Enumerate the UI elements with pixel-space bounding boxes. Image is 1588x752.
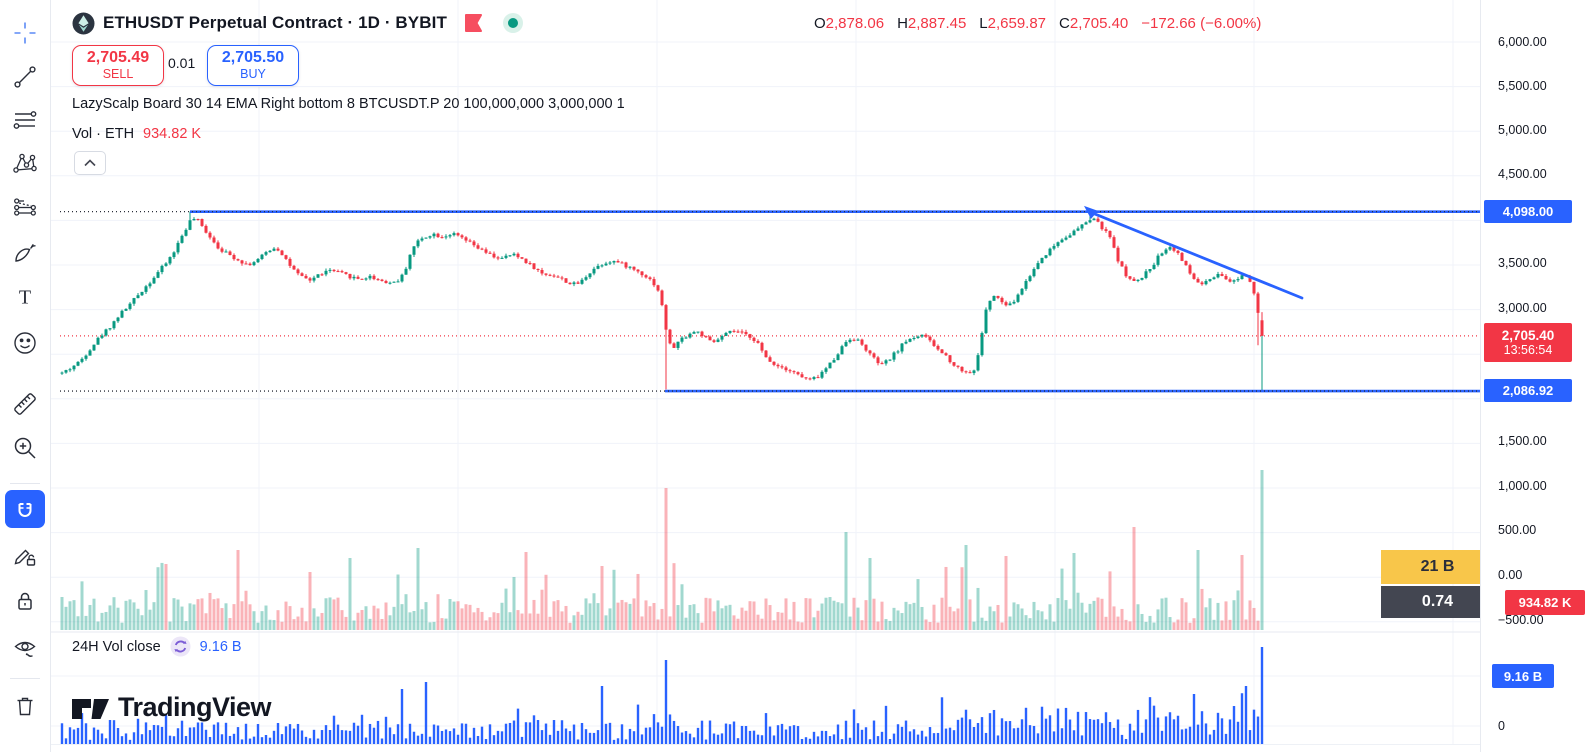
edit-unlock-icon <box>14 549 36 566</box>
tool-position-tool-button[interactable] <box>5 188 45 226</box>
eth-logo-icon <box>72 12 95 34</box>
volume-label: Vol · ETH <box>72 126 135 142</box>
tool-emoji-button[interactable] <box>5 324 45 362</box>
price-axis-label: −500.00 <box>1498 613 1544 627</box>
zoom-in-icon <box>14 437 36 459</box>
ohlc-values: O2,878.06 H2,887.45 L2,659.87 C2,705.40 … <box>814 15 1262 32</box>
toolbar-divider <box>10 678 40 679</box>
crosshair-icon <box>14 22 36 44</box>
open-value: 2,878.06 <box>825 15 885 32</box>
price-axis-label: 0.00 <box>1498 568 1523 582</box>
magnet-icon <box>18 503 32 517</box>
tradingview-mark-icon <box>72 699 109 719</box>
vol24-legend: 24H Vol close 9.16 B <box>72 636 242 657</box>
axis-badge: 934.82 K <box>1505 590 1585 615</box>
trend-line-icon <box>14 66 36 88</box>
text-icon: T <box>19 287 31 309</box>
tool-xabcd-pattern-button[interactable] <box>5 144 45 182</box>
low-value: 2,659.87 <box>987 15 1047 32</box>
buy-button[interactable]: 2,705.50 BUY <box>207 45 299 86</box>
axis-badge: 2,705.40 13:56:54 <box>1484 323 1572 362</box>
axis-badge: 9.16 B <box>1492 664 1554 688</box>
price-axis-label: 3,500.00 <box>1498 256 1547 270</box>
close-value: 2,705.40 <box>1069 15 1129 32</box>
price-axis-label: 3,000.00 <box>1498 301 1547 315</box>
tool-fib-retracement-button[interactable] <box>5 101 45 139</box>
tradingview-logo[interactable]: TradingView <box>71 692 272 723</box>
price-axis[interactable]: 6,000.00 5,500.00 5,000.00 4,500.00 3,500.00… <box>1480 0 1588 752</box>
spread-value: 0.01 <box>168 55 196 71</box>
price-axis-label: 5,000.00 <box>1498 123 1547 137</box>
tool-trash-button[interactable] <box>5 687 45 725</box>
vol24-value: 9.16 B <box>199 638 242 655</box>
drawing-toolbar: T <box>0 0 51 752</box>
tool-brush-button[interactable] <box>5 234 45 272</box>
tool-crosshair-button[interactable] <box>5 14 45 52</box>
svg-text:T: T <box>19 287 31 309</box>
axis-badge: 4,098.00 <box>1484 200 1572 223</box>
change-value: −172.66 (−6.00%) <box>1141 15 1262 32</box>
tool-edit-unlock-button[interactable] <box>5 537 45 575</box>
lock-icon <box>18 592 32 610</box>
ratio-badge: 0.74 <box>1381 586 1494 618</box>
tool-hide-drawings-button[interactable] <box>5 629 45 667</box>
trash-icon <box>17 697 33 716</box>
market-status-icon <box>502 13 523 33</box>
collapse-legend-button[interactable] <box>74 151 106 175</box>
axis-badge: 2,086.92 <box>1484 379 1572 402</box>
tool-trend-line-button[interactable] <box>5 58 45 96</box>
emoji-icon <box>14 332 36 354</box>
price-axis-label: 6,000.00 <box>1498 35 1547 49</box>
refresh-icon[interactable] <box>170 636 191 657</box>
high-value: 2,887.45 <box>907 15 967 32</box>
sell-button[interactable]: 2,705.49 SELL <box>72 45 164 86</box>
toolbar-divider <box>10 483 40 484</box>
price-axis-label: 4,500.00 <box>1498 167 1547 181</box>
price-axis-label: 500.00 <box>1498 523 1537 537</box>
price-axis-label: 1,500.00 <box>1498 434 1547 448</box>
position-tool-icon <box>14 198 36 216</box>
hide-drawings-icon <box>14 641 36 657</box>
tool-zoom-in-button[interactable] <box>5 429 45 467</box>
xabcd-pattern-icon <box>13 153 37 173</box>
symbol-row: ETHUSDT Perpetual Contract · 1D · BYBIT <box>72 11 524 35</box>
lazyscalp-indicator-legend[interactable]: LazyScalp Board 30 14 EMA Right bottom 8… <box>72 96 625 112</box>
tool-ruler-button[interactable] <box>5 385 45 423</box>
funding-badge: 21 B <box>1381 550 1494 584</box>
price-axis-label: 0 <box>1498 719 1505 733</box>
vol24-label: 24H Vol close <box>72 638 161 655</box>
chevron-up-icon <box>84 159 96 167</box>
fib-retracement-icon <box>13 111 37 129</box>
price-axis-label: 5,500.00 <box>1498 79 1547 93</box>
tool-magnet-button[interactable] <box>5 490 45 528</box>
tool-text-button[interactable]: T <box>5 278 45 316</box>
price-axis-label: 1,000.00 <box>1498 479 1547 493</box>
volume-indicator-legend[interactable]: Vol · ETH 934.82 K <box>72 126 201 142</box>
brush-icon <box>15 244 36 262</box>
symbol-title[interactable]: ETHUSDT Perpetual Contract · 1D · BYBIT <box>103 13 447 32</box>
tool-lock-button[interactable] <box>5 582 45 620</box>
flag-icon[interactable] <box>463 13 485 34</box>
volume-value: 934.82 K <box>143 126 202 142</box>
ruler-icon <box>14 393 36 415</box>
